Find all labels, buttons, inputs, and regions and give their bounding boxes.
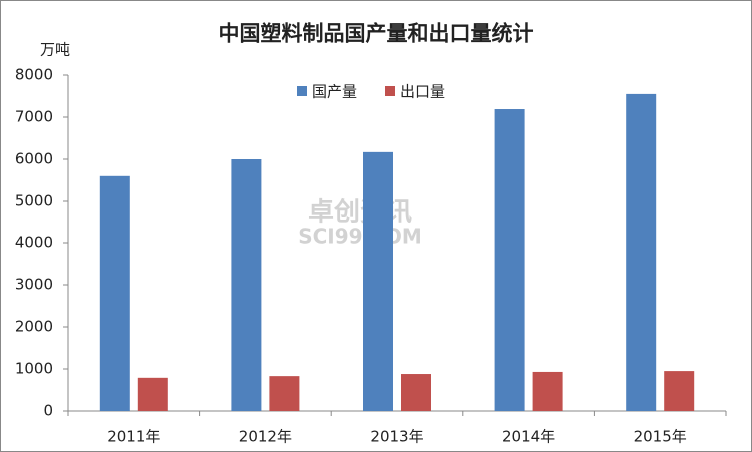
bar — [363, 151, 393, 412]
bar — [532, 371, 563, 411]
bar — [137, 377, 168, 411]
y-tick-label: 8000 — [15, 66, 53, 84]
y-axis-label: 万吨 — [40, 41, 70, 59]
x-tick-label: 2013年 — [370, 428, 423, 446]
legend-swatch — [297, 86, 307, 96]
legend-label: 国产量 — [312, 83, 357, 101]
bar — [401, 374, 431, 411]
y-tick-label: 6000 — [15, 150, 53, 168]
y-tick-label: 7000 — [15, 108, 53, 126]
x-tick-label: 2014年 — [502, 428, 555, 446]
y-tick-label: 3000 — [15, 276, 53, 294]
y-tick-label: 1000 — [15, 360, 53, 378]
bar — [269, 376, 300, 411]
watermark: 卓创资讯 — [308, 198, 412, 228]
y-tick-label: 2000 — [15, 318, 53, 336]
y-tick-label: 4000 — [15, 234, 53, 252]
watermark: SCI99.COM — [298, 225, 422, 249]
bar — [626, 93, 657, 412]
x-tick-label: 2012年 — [239, 428, 292, 446]
legend-label: 出口量 — [400, 83, 445, 101]
y-tick-label: 5000 — [15, 192, 53, 210]
bar — [99, 175, 130, 411]
bar — [494, 109, 525, 412]
bar — [664, 371, 695, 411]
chart-title: 中国塑料制品国产量和出口量统计 — [219, 21, 534, 46]
x-tick-label: 2015年 — [634, 428, 687, 446]
legend-swatch — [385, 86, 395, 96]
y-tick-label: 0 — [43, 402, 53, 420]
x-tick-label: 2011年 — [107, 428, 160, 446]
bar — [231, 159, 262, 411]
